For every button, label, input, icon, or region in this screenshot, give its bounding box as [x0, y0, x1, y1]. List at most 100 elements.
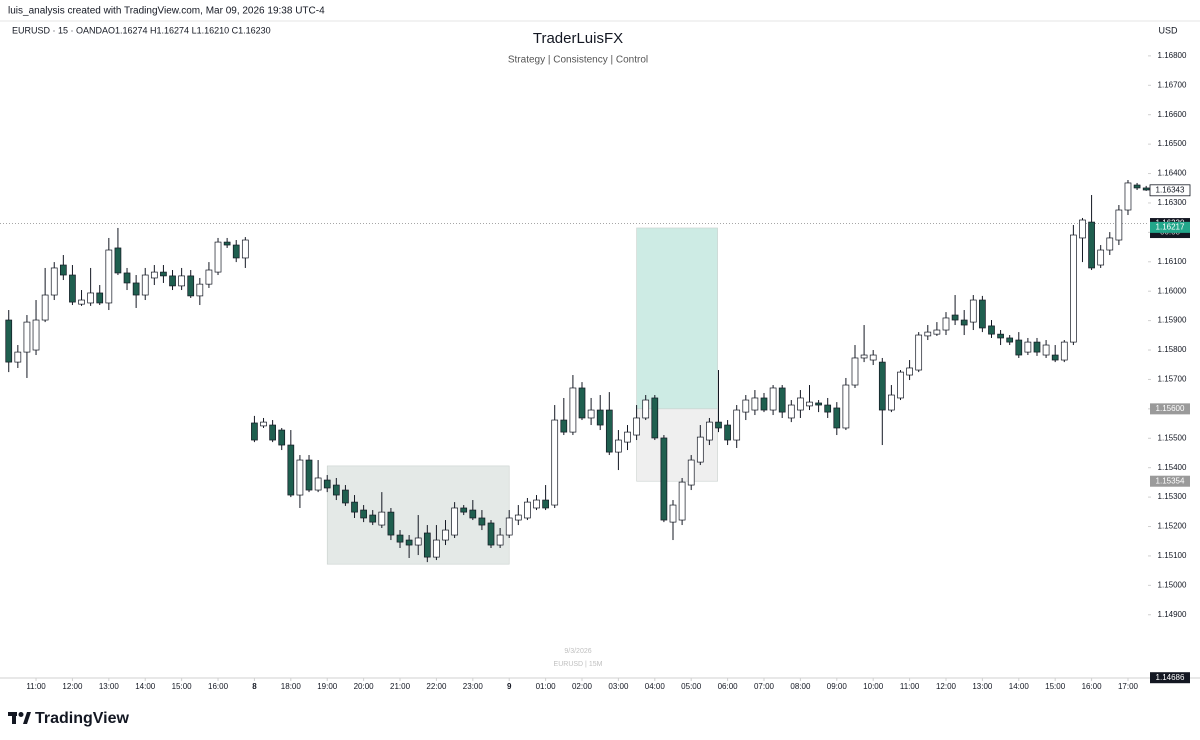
x-tick-label: 20:00 [354, 682, 375, 691]
candle-body [423, 532, 431, 558]
y-tick-label: 1.15100 [1158, 551, 1187, 560]
candle-body [5, 319, 13, 363]
zone [636, 408, 718, 482]
logo-icon [8, 712, 31, 724]
candle-body [442, 529, 449, 541]
candle-body [405, 539, 413, 546]
candle-body [706, 421, 713, 441]
x-tick-label: 18:00 [281, 682, 302, 691]
candle-body [469, 509, 477, 519]
candle-body [378, 511, 386, 526]
x-tick-label: 08:00 [790, 682, 811, 691]
x-tick-label: 21:00 [390, 682, 411, 691]
symbol: EURUSD · 15 · OANDA [12, 25, 108, 35]
candle-body [897, 371, 904, 399]
x-tick-label: 09:00 [827, 682, 848, 691]
candle-body [1070, 234, 1077, 343]
candle-body [596, 409, 604, 426]
price-label-box [1150, 221, 1190, 233]
x-tick-label: 01:00 [536, 682, 557, 691]
candle-body [232, 244, 240, 259]
price-label-box [1149, 184, 1191, 197]
candle-body [14, 351, 22, 363]
candle-body [150, 271, 158, 279]
price-label-box [1150, 403, 1190, 415]
candle-body [132, 282, 140, 296]
candle-body [715, 421, 722, 429]
chart-title: TraderLuisFX [533, 30, 623, 47]
candle-body [342, 489, 349, 504]
candle-body [824, 404, 832, 413]
y-tick-label: 1.16600 [1158, 110, 1187, 119]
candle-body [542, 499, 549, 509]
candle-body [960, 319, 968, 326]
candle-body [269, 424, 276, 441]
candle-body [59, 264, 67, 276]
zone [636, 227, 718, 410]
y-tick-label: 1.16000 [1158, 286, 1187, 295]
candle-body [1051, 354, 1059, 361]
candle-body [696, 436, 704, 463]
candle-body [287, 444, 295, 496]
candle-body [1142, 187, 1150, 191]
candle-body [87, 292, 94, 304]
candle-body [260, 421, 267, 427]
x-tick-label: 9 [507, 682, 512, 691]
candle-body [660, 437, 668, 521]
y-tick-label: 1.16100 [1158, 257, 1187, 266]
candle-body [1124, 182, 1132, 211]
y-tick-label: 1.16800 [1158, 51, 1187, 60]
candle-body [387, 511, 395, 536]
candle-body [906, 367, 913, 376]
candle-body [860, 354, 868, 359]
candle-body [1024, 341, 1032, 353]
candle-body [433, 539, 440, 558]
candle-body [369, 514, 377, 523]
candle-body [1088, 221, 1095, 269]
y-tick-label: 1.15400 [1158, 463, 1187, 472]
candle-body [997, 333, 1004, 339]
x-tick-label: 13:00 [972, 682, 993, 691]
watermark-symbol: EURUSD | 15M [554, 661, 603, 668]
candle-body [760, 397, 768, 411]
candle-body [323, 479, 331, 489]
logo-stem [12, 712, 16, 724]
candle-body [241, 239, 249, 259]
x-tick-label: 19:00 [317, 682, 338, 691]
x-tick-label: 8 [252, 682, 257, 691]
x-tick-label: 06:00 [718, 682, 739, 691]
x-tick-label: 05:00 [681, 682, 702, 691]
candle-body [296, 459, 304, 496]
candle-body [878, 361, 886, 411]
x-tick-label: 02:00 [572, 682, 593, 691]
x-tick-label: 14:00 [1009, 682, 1030, 691]
candle-body [1006, 337, 1014, 343]
price-label: 1.16217 [1156, 222, 1185, 231]
candle-body [524, 501, 531, 519]
candle-body [669, 504, 677, 523]
x-tick-label: 12:00 [62, 682, 83, 691]
candle-body [251, 422, 258, 441]
candle-body [1106, 237, 1114, 251]
price-label: 1.15600 [1156, 404, 1185, 413]
candle-body [533, 499, 540, 509]
candle-body [396, 534, 404, 543]
x-tick-label: 23:00 [463, 682, 484, 691]
y-tick-label: 1.15000 [1158, 580, 1187, 589]
x-tick-label: 22:00 [426, 682, 447, 691]
candle-body [951, 314, 959, 321]
candle-body [78, 299, 85, 305]
currency: USD [1158, 25, 1178, 35]
candle-body [687, 459, 695, 486]
y-tick-label: 1.15800 [1158, 345, 1187, 354]
candle-body [32, 319, 40, 351]
y-tick-label: 1.15200 [1158, 522, 1187, 531]
x-tick-label: 14:00 [135, 682, 156, 691]
candle-body [806, 401, 813, 407]
candle-body [797, 397, 804, 411]
candle-body [169, 275, 176, 287]
candle-body [360, 509, 367, 519]
ohlc-readout: O1.16274 H1.16274 L1.16210 C1.16230 [108, 25, 271, 35]
y-tick-label: 1.16300 [1158, 198, 1187, 207]
x-tick-label: 17:00 [1118, 682, 1139, 691]
